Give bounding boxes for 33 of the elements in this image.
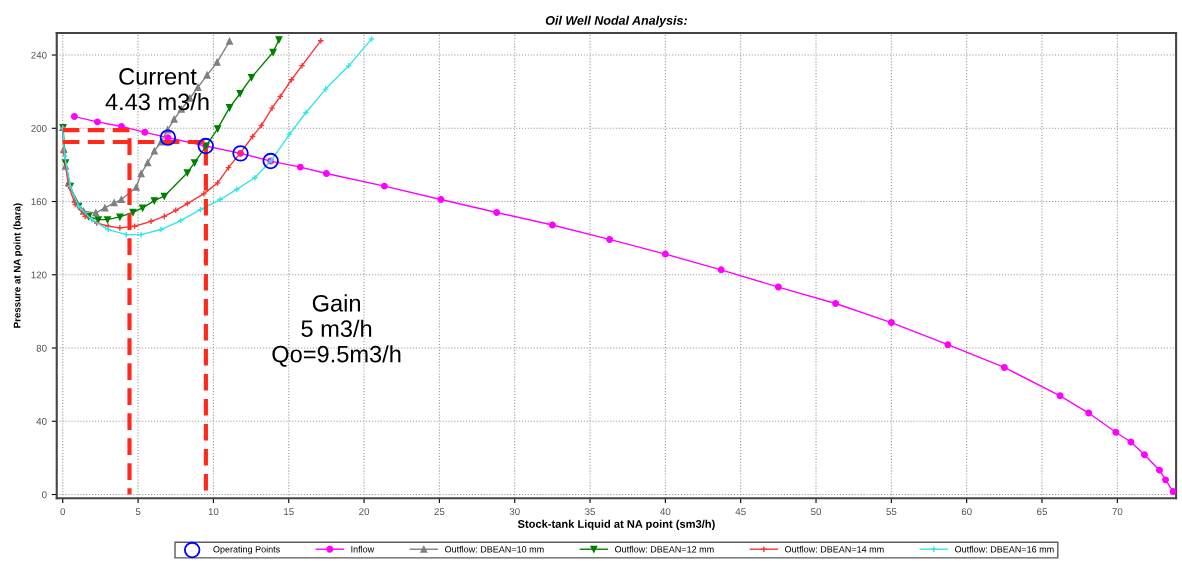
x-tick-label: 20 <box>359 508 370 516</box>
legend-label: Outflow: DBEAN=14 mm <box>785 545 884 553</box>
x-tick-label: 40 <box>660 508 671 516</box>
x-tick-label: 15 <box>284 508 294 516</box>
x-tick-label: 25 <box>434 508 445 516</box>
x-tick-label: 65 <box>1037 508 1048 516</box>
legend-label: Outflow: DBEAN=12 mm <box>615 545 714 553</box>
chart-title: Oil Well Nodal Analysis: <box>545 15 687 28</box>
annotation: Current 4.43 m3/h <box>105 68 209 111</box>
y-tick-label: 80 <box>36 344 47 352</box>
annotation: Gain 5 m3/h Qo=9.5m3/h <box>272 294 401 367</box>
x-tick-label: 30 <box>509 508 520 516</box>
y-tick-label: 40 <box>36 418 47 425</box>
legend-label: Outflow: DBEAN=10 mm <box>445 545 544 553</box>
x-tick-label: 50 <box>811 508 822 516</box>
x-tick-label: 45 <box>735 508 746 516</box>
x-tick-label: 70 <box>1112 508 1123 516</box>
legend-label: Outflow: DBEAN=16 mm <box>955 545 1054 553</box>
x-tick-label: 5 <box>135 508 141 516</box>
y-tick-label: 120 <box>31 271 47 279</box>
y-axis-title: Pressure at NA point (bara) <box>13 203 23 328</box>
x-tick-label: 0 <box>60 508 66 516</box>
y-tick-label: 240 <box>31 51 47 59</box>
x-tick-label: 55 <box>886 508 897 516</box>
x-tick-label: 10 <box>208 508 219 516</box>
x-axis-title: Stock-tank Liquid at NA point (sm3/h) <box>517 519 715 531</box>
x-tick-label: 60 <box>961 508 972 516</box>
x-tick-label: 35 <box>585 508 596 516</box>
y-tick-label: 160 <box>31 198 47 206</box>
legend-label: Inflow <box>351 545 375 553</box>
legend-label: Operating Points <box>213 545 280 555</box>
y-tick-label: 0 <box>41 491 47 499</box>
y-tick-label: 200 <box>31 125 47 132</box>
